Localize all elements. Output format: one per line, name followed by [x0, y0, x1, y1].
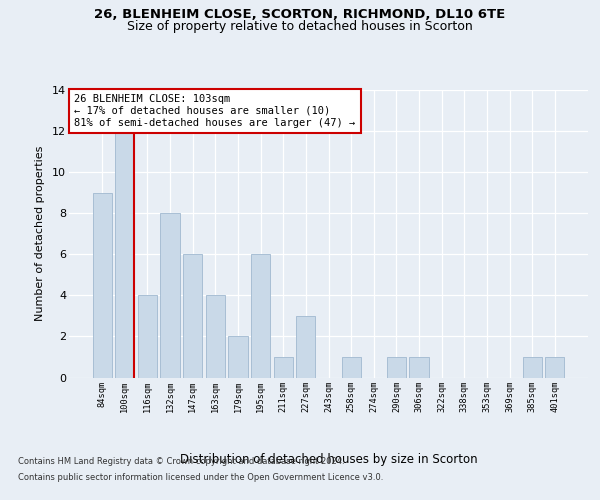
- Bar: [206, 296, 225, 378]
- Text: 26 BLENHEIM CLOSE: 103sqm
← 17% of detached houses are smaller (10)
81% of semi-: 26 BLENHEIM CLOSE: 103sqm ← 17% of detac…: [74, 94, 355, 128]
- Bar: [296, 316, 316, 378]
- Bar: [387, 357, 406, 378]
- Bar: [138, 296, 157, 378]
- Text: Contains public sector information licensed under the Open Government Licence v3: Contains public sector information licen…: [18, 472, 383, 482]
- Text: 26, BLENHEIM CLOSE, SCORTON, RICHMOND, DL10 6TE: 26, BLENHEIM CLOSE, SCORTON, RICHMOND, D…: [94, 8, 506, 20]
- Y-axis label: Number of detached properties: Number of detached properties: [35, 146, 45, 322]
- X-axis label: Distribution of detached houses by size in Scorton: Distribution of detached houses by size …: [179, 454, 478, 466]
- Bar: [409, 357, 428, 378]
- Bar: [115, 131, 134, 378]
- Text: Size of property relative to detached houses in Scorton: Size of property relative to detached ho…: [127, 20, 473, 33]
- Bar: [523, 357, 542, 378]
- Bar: [183, 254, 202, 378]
- Bar: [545, 357, 565, 378]
- Text: Contains HM Land Registry data © Crown copyright and database right 2024.: Contains HM Land Registry data © Crown c…: [18, 458, 344, 466]
- Bar: [160, 213, 180, 378]
- Bar: [274, 357, 293, 378]
- Bar: [229, 336, 248, 378]
- Bar: [251, 254, 270, 378]
- Bar: [92, 192, 112, 378]
- Bar: [341, 357, 361, 378]
